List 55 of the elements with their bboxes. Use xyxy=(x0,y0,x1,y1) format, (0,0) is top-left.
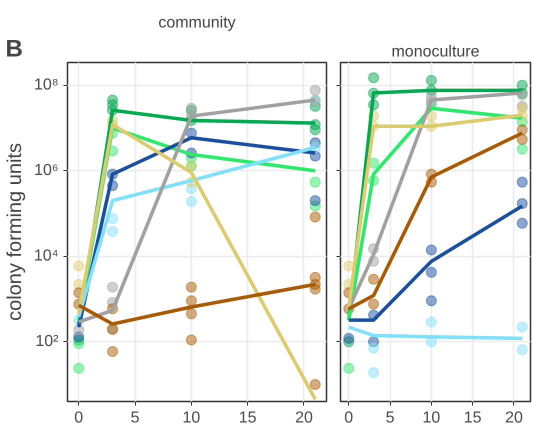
point xyxy=(516,176,528,188)
y-axis-title: colony forming units xyxy=(4,143,26,321)
point xyxy=(73,324,84,336)
x-tick-label: 0 xyxy=(344,410,354,426)
x-tick-label: 15 xyxy=(464,410,482,426)
point xyxy=(73,260,84,272)
point xyxy=(107,346,118,358)
point xyxy=(426,295,437,306)
x-tick-label: 10 xyxy=(422,410,440,426)
x-tick-label: 15 xyxy=(238,410,257,426)
text: B xyxy=(6,36,23,62)
point xyxy=(368,298,380,310)
point xyxy=(186,334,197,346)
point xyxy=(310,176,321,188)
point xyxy=(516,218,528,229)
point xyxy=(310,378,321,390)
point xyxy=(516,344,528,356)
y-tick-label: 10⁸ xyxy=(34,76,58,94)
point xyxy=(368,342,380,354)
point xyxy=(426,316,437,328)
y-tick-label: 10⁴ xyxy=(34,248,59,265)
x-tick-label: 10 xyxy=(182,410,200,426)
point xyxy=(186,295,197,306)
point xyxy=(368,367,380,378)
x-tick-label: 20 xyxy=(505,410,523,426)
point xyxy=(107,282,118,293)
point xyxy=(368,72,380,84)
x-tick-label: 5 xyxy=(130,410,140,426)
point xyxy=(516,144,528,155)
chart-title: community xyxy=(158,14,236,32)
point xyxy=(73,362,84,374)
point xyxy=(426,74,437,86)
point xyxy=(343,332,354,344)
point xyxy=(426,266,437,278)
point xyxy=(186,196,197,208)
y-tick-label: 10⁶ xyxy=(34,162,59,180)
point xyxy=(107,226,118,237)
x-tick-label: 0 xyxy=(74,410,84,426)
point xyxy=(343,260,354,272)
point xyxy=(310,211,321,222)
point xyxy=(310,84,321,96)
point xyxy=(368,274,380,285)
point xyxy=(426,244,437,256)
chart-title: monoculture xyxy=(391,44,480,60)
point xyxy=(310,195,321,206)
x-tick-label: 5 xyxy=(386,410,395,426)
y-tick-label: 10² xyxy=(35,333,60,350)
point xyxy=(516,134,528,145)
point xyxy=(343,362,354,374)
point xyxy=(186,282,197,293)
x-tick-label: 20 xyxy=(295,410,313,426)
point xyxy=(516,322,528,333)
point xyxy=(310,284,321,295)
point xyxy=(186,308,197,320)
point xyxy=(310,124,321,136)
